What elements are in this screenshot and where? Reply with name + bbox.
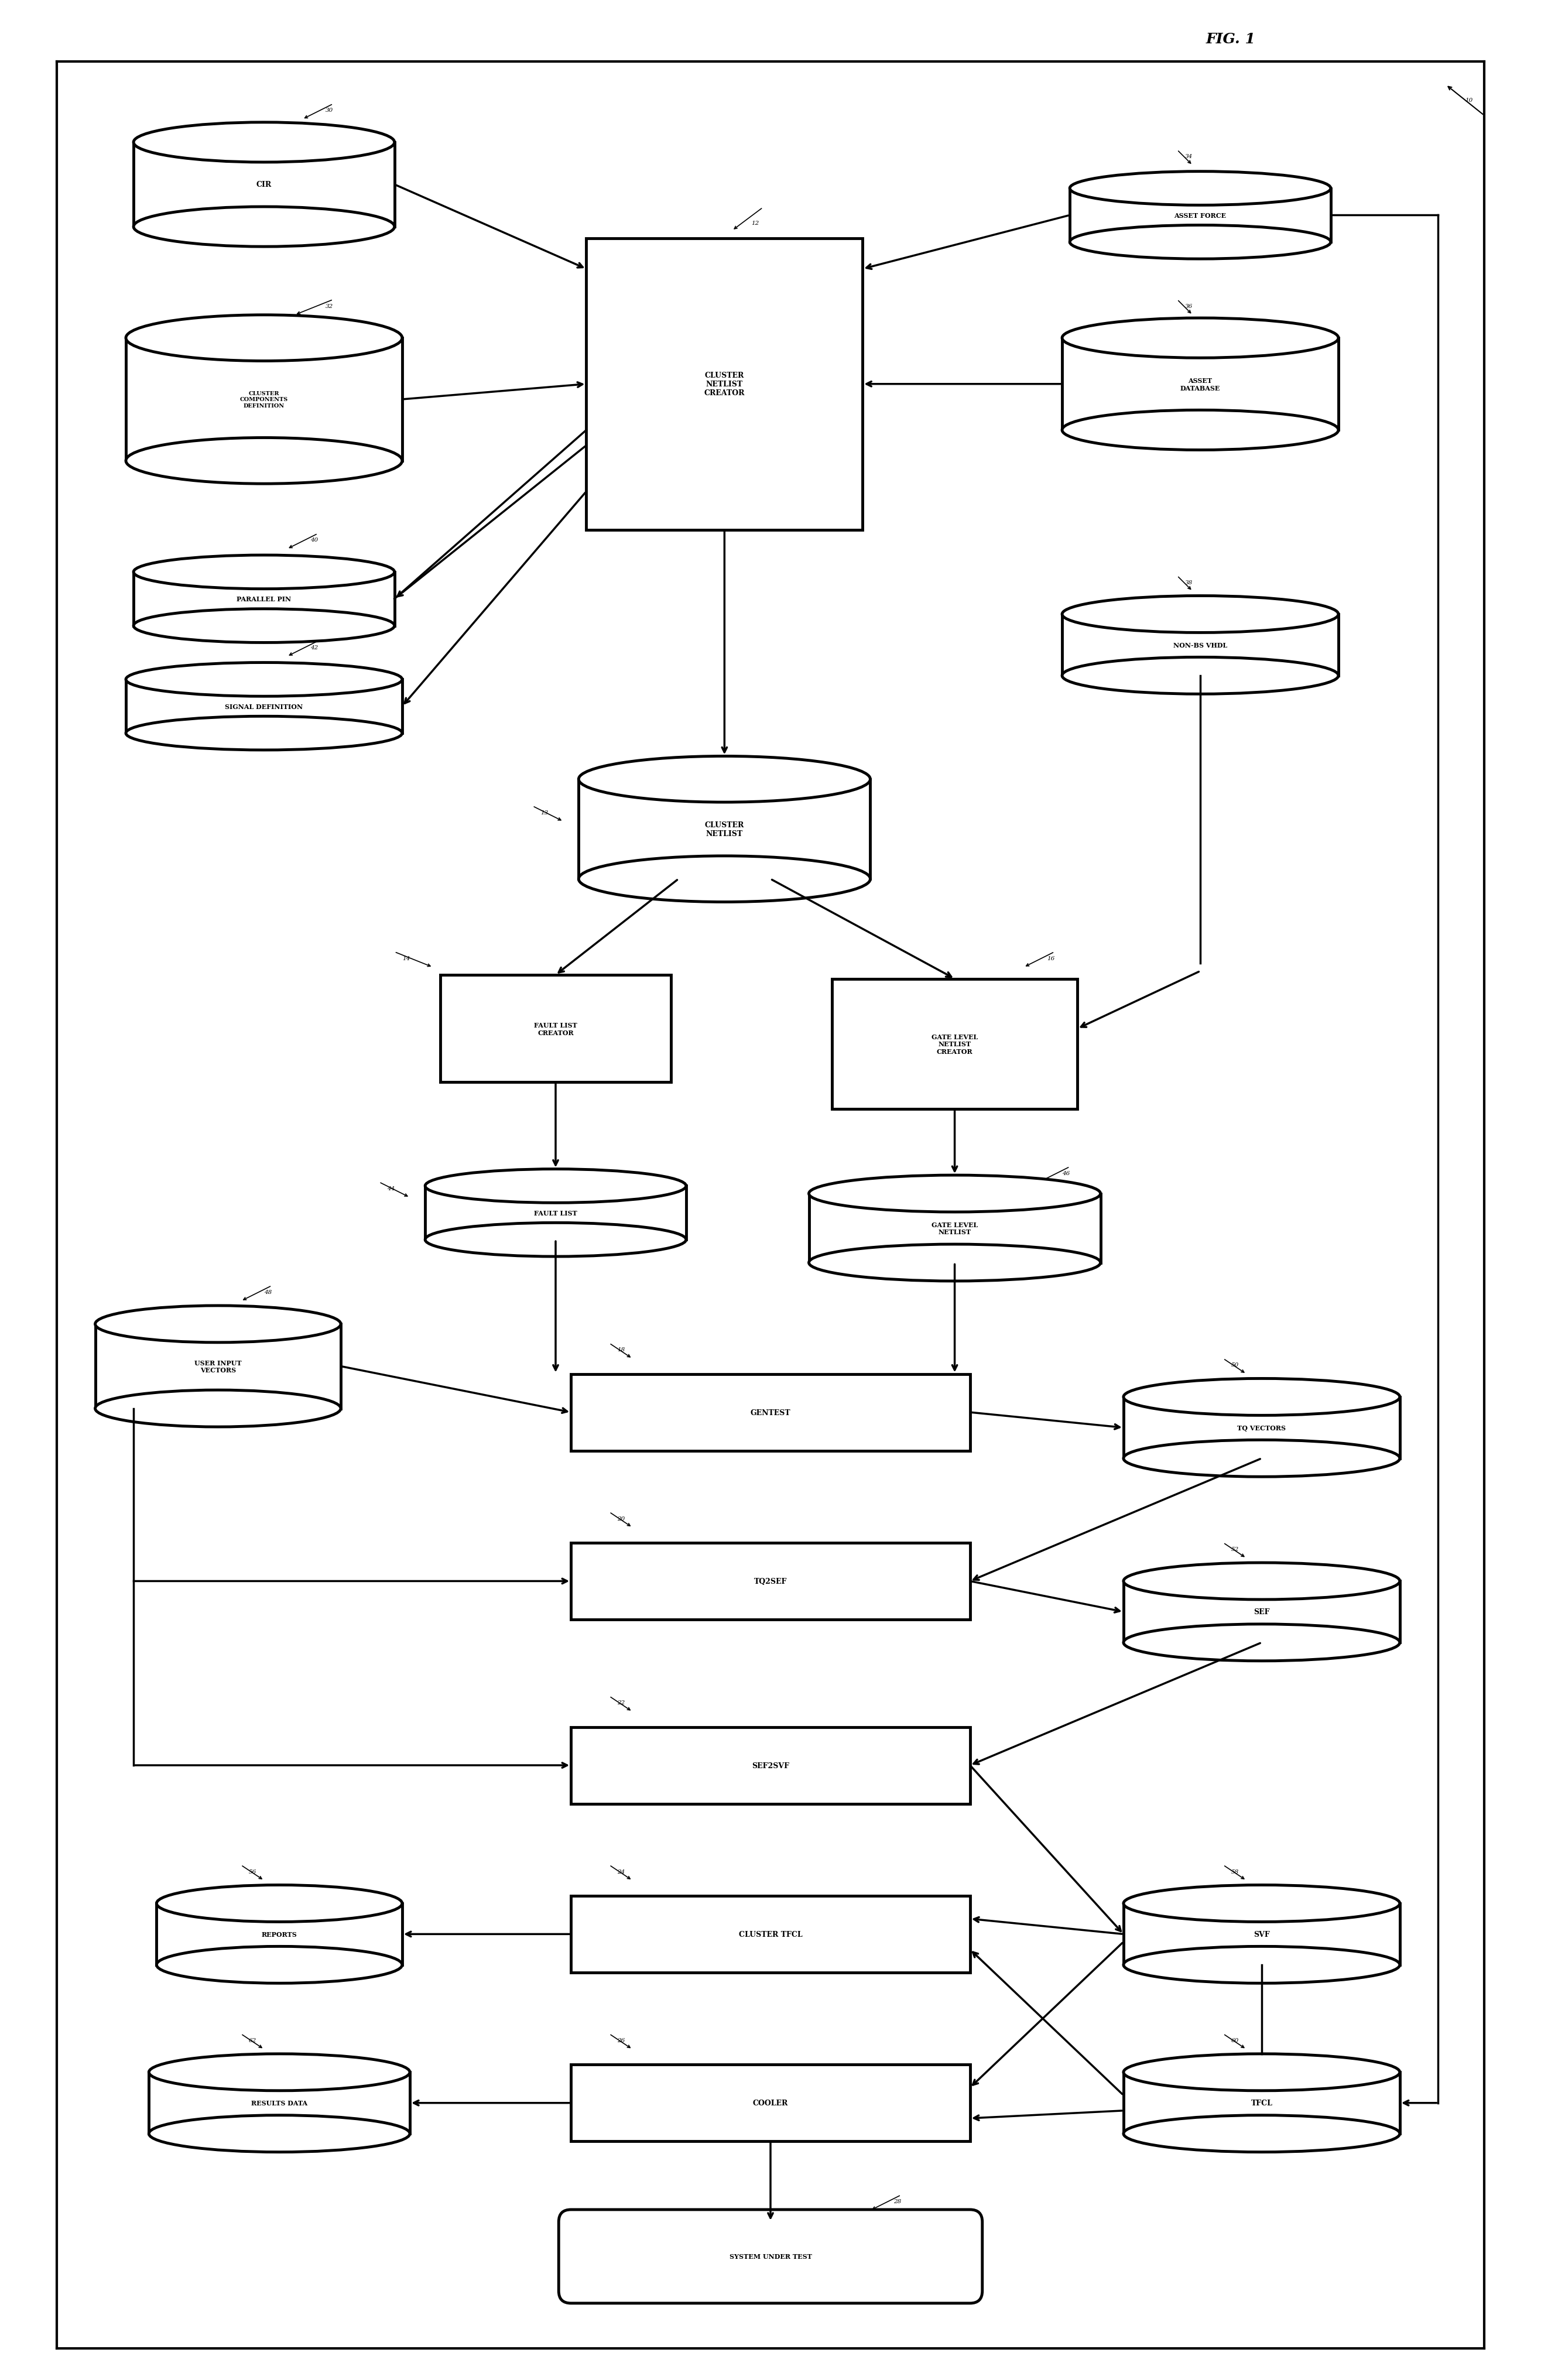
Ellipse shape: [1123, 1564, 1399, 1599]
Text: 42: 42: [310, 645, 317, 650]
Text: 24: 24: [616, 1868, 624, 1873]
Text: 58: 58: [1231, 1868, 1239, 1873]
Ellipse shape: [96, 1307, 341, 1342]
Ellipse shape: [157, 1885, 402, 1923]
Text: 52: 52: [1231, 1547, 1239, 1552]
Ellipse shape: [126, 438, 402, 483]
Ellipse shape: [579, 857, 871, 902]
FancyBboxPatch shape: [559, 2209, 982, 2304]
Ellipse shape: [157, 1947, 402, 1983]
Bar: [441, 976, 670, 1083]
Text: 56: 56: [248, 1868, 256, 1873]
Ellipse shape: [1123, 2116, 1399, 2152]
Text: RESULTS DATA: RESULTS DATA: [251, 2099, 308, 2106]
Text: CIR: CIR: [256, 181, 271, 188]
Text: CLUSTER TFCL: CLUSTER TFCL: [738, 1930, 803, 1937]
Text: 10: 10: [1465, 98, 1473, 102]
Text: ASSET FORCE: ASSET FORCE: [1174, 212, 1227, 219]
Text: TQ VECTORS: TQ VECTORS: [1237, 1426, 1285, 1430]
Ellipse shape: [1062, 409, 1339, 450]
Text: NON-BS VHDL: NON-BS VHDL: [1173, 643, 1227, 647]
Text: 34: 34: [1185, 155, 1193, 159]
Text: FAULT LIST
CREATOR: FAULT LIST CREATOR: [535, 1021, 578, 1035]
Text: FIG. 1: FIG. 1: [1207, 33, 1256, 45]
Text: SIGNAL DEFINITION: SIGNAL DEFINITION: [225, 704, 304, 709]
Ellipse shape: [425, 1169, 686, 1202]
Text: SYSTEM UNDER TEST: SYSTEM UNDER TEST: [729, 2254, 812, 2259]
Text: 40: 40: [310, 538, 317, 543]
Ellipse shape: [149, 2116, 410, 2152]
Text: SEF: SEF: [1253, 1609, 1270, 1616]
Text: TQ2SEF: TQ2SEF: [754, 1578, 787, 1585]
Text: GENTEST: GENTEST: [750, 1409, 791, 1416]
Ellipse shape: [425, 1223, 686, 1257]
Ellipse shape: [1062, 595, 1339, 633]
Text: PARALLEL PIN: PARALLEL PIN: [237, 595, 291, 602]
Text: GATE LEVEL
NETLIST
CREATOR: GATE LEVEL NETLIST CREATOR: [931, 1033, 979, 1054]
Text: 13: 13: [541, 809, 549, 816]
Text: 16: 16: [1046, 957, 1054, 962]
Text: 48: 48: [264, 1290, 271, 1295]
Text: 36: 36: [1185, 305, 1193, 309]
Bar: [586, 238, 863, 531]
Bar: [572, 1897, 969, 1973]
Text: 44: 44: [387, 1185, 394, 1190]
Text: 62: 62: [248, 2037, 256, 2042]
Ellipse shape: [1069, 226, 1331, 259]
Ellipse shape: [134, 207, 394, 248]
Bar: [572, 1542, 969, 1621]
Text: 38: 38: [1185, 581, 1193, 585]
Ellipse shape: [809, 1176, 1100, 1211]
Ellipse shape: [149, 2054, 410, 2090]
Text: 18: 18: [616, 1347, 624, 1352]
Text: 12: 12: [752, 221, 760, 226]
Text: GATE LEVEL
NETLIST: GATE LEVEL NETLIST: [931, 1221, 979, 1235]
Ellipse shape: [809, 1245, 1100, 1280]
Text: 26: 26: [616, 2037, 624, 2042]
Text: CLUSTER
NETLIST
CREATOR: CLUSTER NETLIST CREATOR: [704, 371, 744, 397]
Ellipse shape: [579, 757, 871, 802]
Text: SEF2SVF: SEF2SVF: [752, 1761, 789, 1768]
Text: TFCL: TFCL: [1251, 2099, 1273, 2106]
Ellipse shape: [1123, 1947, 1399, 1983]
Ellipse shape: [134, 124, 394, 162]
Text: CLUSTER
NETLIST: CLUSTER NETLIST: [704, 821, 744, 838]
Text: 20: 20: [616, 1516, 624, 1521]
Text: 60: 60: [1231, 2037, 1239, 2042]
Ellipse shape: [126, 664, 402, 697]
Ellipse shape: [1123, 1885, 1399, 1923]
Ellipse shape: [1123, 1378, 1399, 1416]
Bar: [572, 1373, 969, 1452]
Text: 46: 46: [1062, 1171, 1069, 1176]
Ellipse shape: [1123, 1440, 1399, 1478]
Ellipse shape: [1069, 171, 1331, 205]
Ellipse shape: [1062, 319, 1339, 359]
Text: USER INPUT
VECTORS: USER INPUT VECTORS: [194, 1359, 242, 1373]
Text: 14: 14: [402, 957, 410, 962]
Ellipse shape: [1123, 1623, 1399, 1661]
Text: CLUSTER
COMPONENTS
DEFINITION: CLUSTER COMPONENTS DEFINITION: [240, 390, 288, 409]
Text: 22: 22: [616, 1699, 624, 1704]
Text: SVF: SVF: [1253, 1930, 1270, 1937]
Ellipse shape: [1062, 657, 1339, 695]
Text: 50: 50: [1231, 1361, 1239, 1368]
Ellipse shape: [134, 555, 394, 590]
Ellipse shape: [134, 609, 394, 643]
Ellipse shape: [126, 317, 402, 362]
Ellipse shape: [1123, 2054, 1399, 2090]
Text: COOLER: COOLER: [754, 2099, 787, 2106]
Text: 32: 32: [325, 305, 333, 309]
Ellipse shape: [96, 1390, 341, 1428]
Text: 28: 28: [894, 2199, 901, 2204]
Text: FAULT LIST: FAULT LIST: [535, 1209, 578, 1216]
Bar: [572, 2063, 969, 2142]
Bar: [572, 1728, 969, 1804]
Text: REPORTS: REPORTS: [262, 1930, 297, 1937]
Text: ASSET
DATABASE: ASSET DATABASE: [1180, 378, 1220, 390]
Bar: [832, 978, 1077, 1109]
Text: 30: 30: [325, 107, 333, 114]
Ellipse shape: [126, 716, 402, 750]
